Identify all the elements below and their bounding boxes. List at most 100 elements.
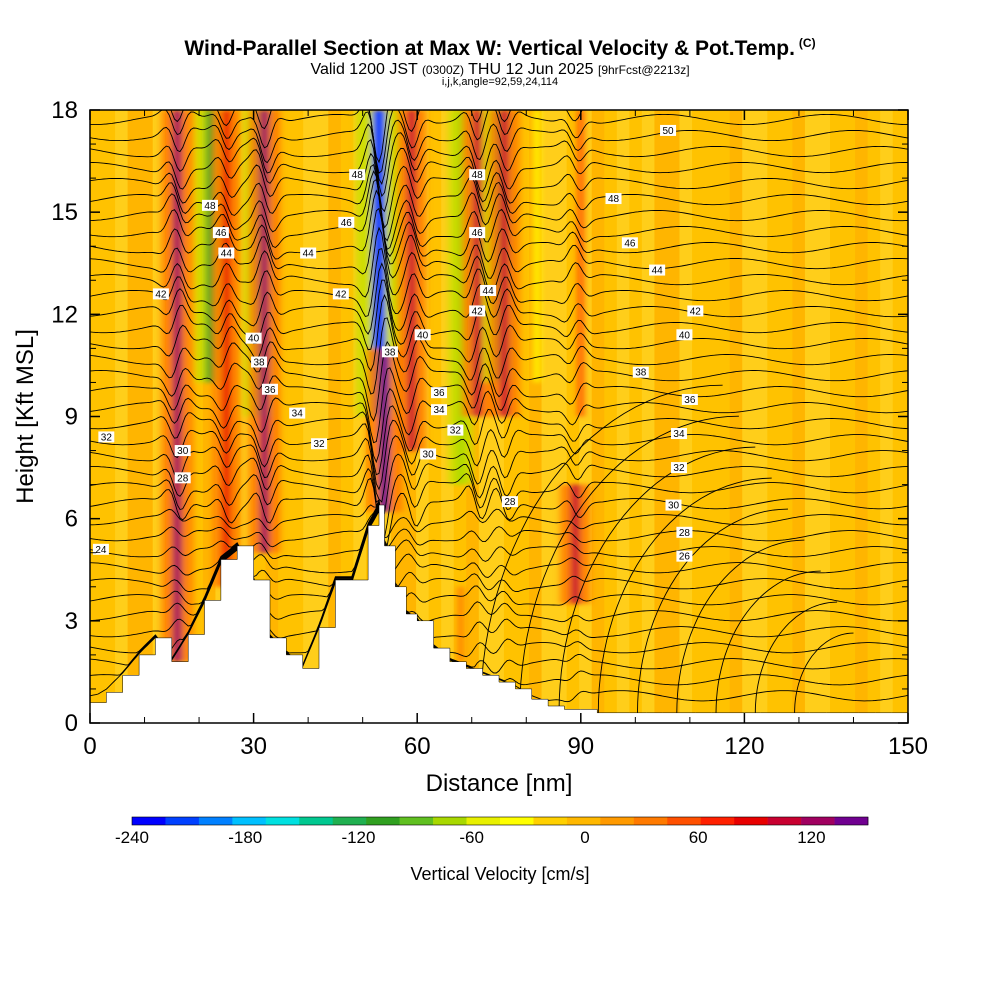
velocity-band	[407, 110, 416, 451]
theta-label-text: 48	[608, 194, 620, 205]
streak	[804, 110, 818, 723]
streak	[742, 110, 756, 723]
theta-label-text: 50	[662, 126, 674, 137]
colorbar-swatch	[834, 817, 869, 825]
theta-label-box	[201, 199, 218, 211]
theta-label-text: 32	[101, 432, 113, 443]
theta-contour	[90, 207, 908, 279]
theta-labels: 50 48 48 48 48 46 46 46 46 44 44 44 44 42 42 42 42 40 40 40…	[92, 124, 704, 563]
theta-contour	[90, 477, 908, 547]
theta-contour-label: 32	[311, 438, 328, 450]
theta-label-box	[92, 543, 109, 555]
theta-contours	[90, 110, 908, 713]
theta-label-text: 42	[690, 306, 702, 317]
theta-contour	[90, 226, 908, 298]
theta-label-text: 40	[248, 334, 260, 345]
theta-contour-label: 32	[670, 462, 687, 474]
theta-contour	[90, 340, 908, 422]
theta-label-text: 34	[673, 429, 685, 440]
theta-label-box	[649, 264, 666, 276]
colorbar-swatch	[265, 817, 300, 825]
theta-contour-label: 44	[480, 284, 497, 297]
streak	[315, 110, 329, 723]
colorbar-swatch	[299, 817, 334, 825]
theta-label-text: 46	[341, 218, 353, 229]
streak	[278, 110, 292, 723]
theta-contour	[90, 294, 908, 372]
theta-contour	[90, 453, 908, 521]
theta-label-text: 48	[472, 170, 484, 181]
theta-label-box	[676, 329, 693, 341]
theta-label-box	[605, 193, 622, 205]
streak	[140, 110, 154, 723]
velocity-band	[222, 110, 231, 587]
theta-contour	[637, 508, 789, 713]
theta-label-box	[687, 305, 704, 317]
chart-title: Wind-Parallel Section at Max W: Vertical…	[184, 36, 816, 60]
streak	[629, 110, 643, 723]
theta-contour-label: 36	[431, 387, 448, 399]
theta-contour	[90, 467, 908, 538]
theta-contour	[90, 387, 908, 464]
colorbar-swatch	[600, 817, 635, 825]
colorbar-label: Vertical Velocity [cm/s]	[410, 864, 589, 884]
theta-contour-label: 44	[300, 247, 317, 260]
y-tick-label: 0	[65, 710, 78, 737]
velocity-band	[205, 110, 214, 383]
theta-label-text: 46	[215, 228, 227, 239]
velocity-band	[534, 110, 540, 383]
streak	[641, 110, 655, 723]
plot-area: 50 48 48 48 48 46 46 46 46 44 44 44 44 42 42 42 42 40 40 40…	[90, 110, 908, 723]
streak	[303, 110, 317, 723]
theta-label-text: 48	[204, 201, 216, 212]
theta-contour	[90, 501, 908, 549]
theta-contour	[90, 248, 908, 318]
theta-label-box	[300, 247, 317, 259]
theta-label-box	[381, 346, 398, 358]
theta-label-text: 28	[679, 528, 691, 539]
y-tick-label: 3	[65, 608, 78, 635]
theta-label-box	[289, 407, 306, 419]
theta-contour-label: 28	[676, 526, 693, 539]
theta-contour	[90, 504, 908, 593]
y-tick-label: 18	[51, 97, 78, 124]
theta-label-text: 32	[313, 439, 325, 450]
theta-contour	[90, 110, 908, 174]
velocity-band	[571, 484, 580, 604]
colorbar-swatch	[801, 817, 835, 825]
streak	[767, 110, 781, 723]
colorbar-tick-label: 120	[797, 828, 825, 847]
streak	[704, 110, 718, 723]
theta-contour-label: 38	[251, 356, 268, 369]
colorbar-frame	[131, 816, 869, 826]
theta-contour-label: 34	[431, 404, 448, 416]
theta-contour	[676, 539, 805, 713]
y-tick-label: 9	[65, 404, 78, 431]
theta-contour-label: 48	[201, 199, 218, 212]
theta-contour-label: 26	[676, 550, 693, 563]
theta-contour-label: 48	[469, 169, 486, 181]
theta-contour-label: 42	[687, 305, 704, 317]
x-tick-label: 60	[404, 733, 431, 760]
x-axis-label: Distance [nm]	[426, 770, 573, 797]
chart-subtitle-indices: i,j,k,angle=92,59,24,114	[441, 76, 559, 88]
theta-contour-label: 32	[447, 424, 464, 437]
colorbar-swatch	[366, 817, 400, 825]
theta-label-text: 46	[472, 228, 484, 239]
y-tick-label: 15	[51, 199, 78, 226]
theta-contour	[519, 415, 739, 713]
colorbar-swatch	[633, 817, 668, 825]
streak	[654, 110, 668, 723]
colorbar-swatch	[700, 817, 735, 825]
theta-contour	[90, 419, 908, 491]
theta-label-box	[660, 124, 677, 136]
colorbar-tick-label: 0	[580, 828, 589, 847]
theta-contour-label: 42	[152, 288, 169, 300]
theta-label-box	[98, 431, 115, 443]
theta-label-box	[212, 227, 229, 239]
colorbar-swatch	[533, 817, 568, 825]
theta-contour-label: 40	[245, 332, 262, 345]
theta-label-text: 38	[253, 358, 265, 369]
velocity-band	[458, 586, 464, 662]
